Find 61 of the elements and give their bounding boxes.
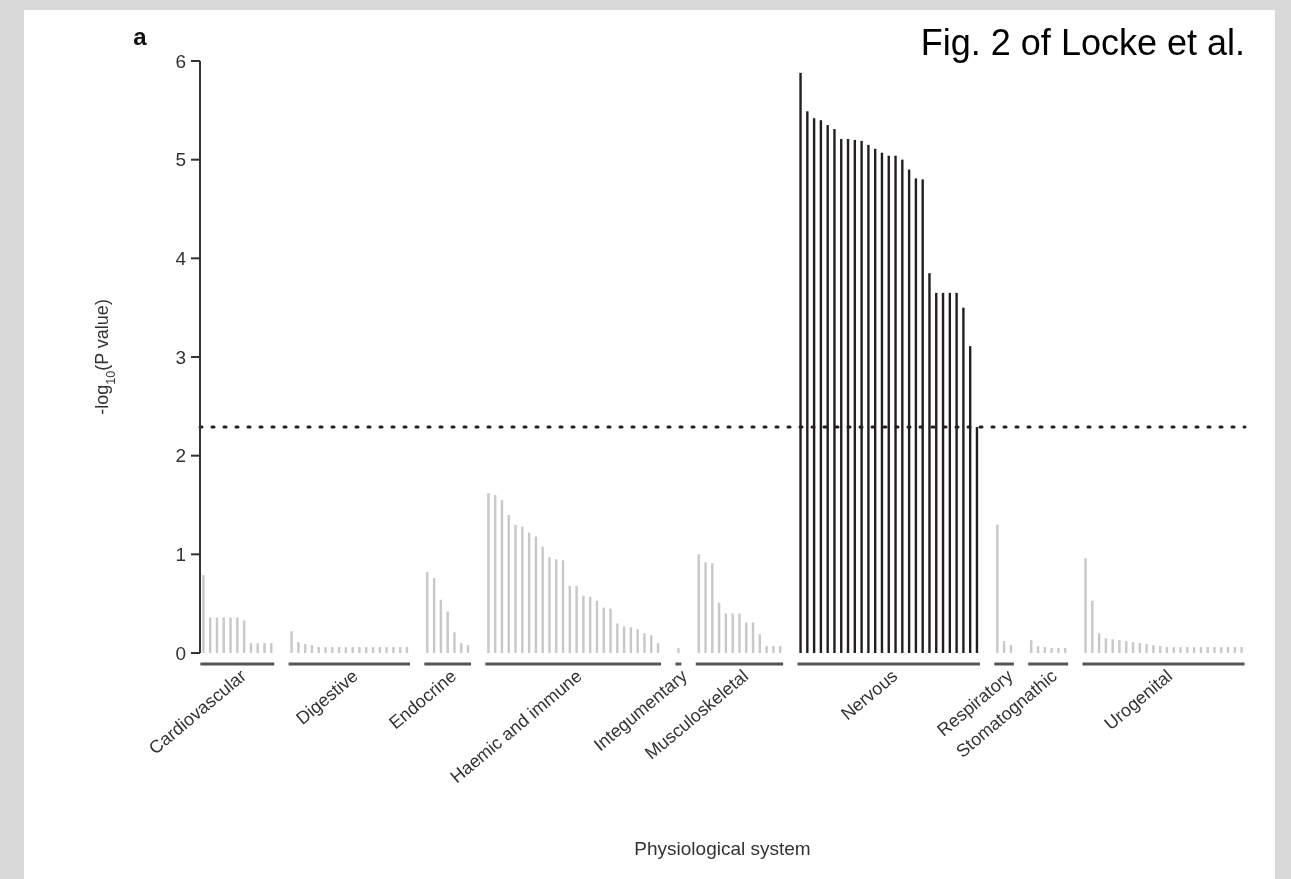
bar (1206, 647, 1209, 653)
bar (1118, 640, 1121, 653)
bar (202, 575, 205, 653)
bar (677, 648, 680, 653)
bar (324, 647, 327, 653)
bar (806, 111, 809, 653)
bar (738, 613, 741, 653)
text: Physiological system (634, 838, 811, 859)
y-tick-label: 5 (175, 149, 186, 171)
bar (541, 546, 544, 653)
bar (548, 557, 551, 653)
bar (358, 647, 361, 653)
bar (1213, 647, 1216, 653)
bar (772, 646, 775, 653)
y-tick-label: 6 (175, 50, 186, 72)
bar (731, 613, 734, 653)
bar (236, 617, 239, 653)
y-tick-label: 4 (175, 247, 187, 269)
bar (1179, 647, 1182, 653)
bar (1057, 648, 1060, 653)
bar (1084, 558, 1087, 653)
bar (1145, 644, 1148, 653)
bar (1050, 648, 1053, 653)
bar (446, 611, 449, 653)
bar (582, 595, 585, 653)
bar (704, 562, 707, 653)
bar (643, 633, 646, 653)
bar (616, 623, 619, 653)
bar (901, 159, 904, 653)
bar (385, 647, 388, 653)
bar (575, 585, 578, 653)
bar (297, 642, 300, 653)
bar (290, 631, 293, 653)
bar (453, 632, 456, 653)
bar (765, 646, 768, 653)
bar (392, 647, 395, 653)
bar (1152, 645, 1155, 653)
bar (351, 647, 354, 653)
bar (636, 629, 639, 653)
y-tick-label: 1 (175, 543, 186, 565)
y-tick-label: 2 (175, 445, 186, 467)
bar (263, 643, 266, 653)
chart-title: Fig. 2 of Locke et al. (920, 22, 1245, 63)
bar (521, 526, 524, 653)
bar (1111, 639, 1114, 653)
y-tick-label: 3 (175, 346, 186, 368)
bar (426, 572, 429, 653)
bar (1091, 600, 1094, 653)
text: a (133, 23, 148, 50)
bar (996, 524, 999, 653)
bar (962, 307, 965, 653)
bar (1240, 647, 1243, 653)
bar (609, 608, 612, 653)
bar (229, 617, 232, 653)
y-tick-label: 0 (175, 642, 186, 664)
bar (514, 524, 517, 653)
bar (256, 643, 259, 653)
bar (331, 647, 334, 653)
bar (487, 493, 490, 653)
bar (711, 563, 714, 653)
bar (1186, 647, 1189, 653)
